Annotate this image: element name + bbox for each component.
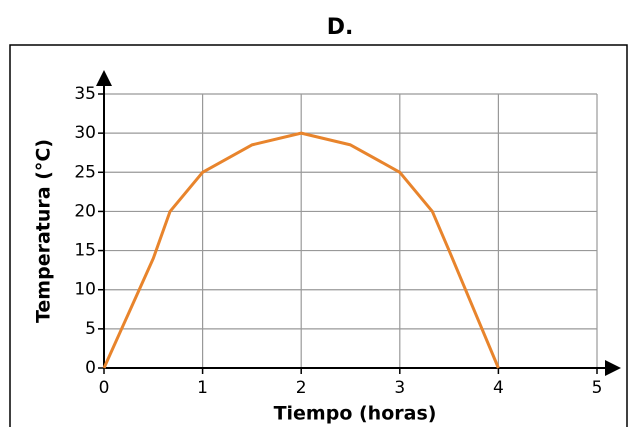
y-tick-label: 0 bbox=[85, 358, 96, 378]
x-tick-label: 5 bbox=[592, 378, 603, 398]
y-axis-label: Temperatura (°C) bbox=[33, 139, 55, 323]
y-tick-label: 30 bbox=[74, 123, 96, 143]
chart-title: D. bbox=[327, 15, 354, 40]
x-axis-label: Tiempo (horas) bbox=[274, 403, 437, 425]
y-tick-label: 10 bbox=[74, 280, 96, 300]
x-tick-label: 3 bbox=[394, 378, 405, 398]
y-axis-arrow bbox=[96, 70, 112, 86]
y-tick-label: 15 bbox=[74, 241, 96, 261]
x-tick-label: 2 bbox=[296, 378, 307, 398]
y-tick-label: 20 bbox=[74, 201, 96, 221]
x-tick-label: 1 bbox=[197, 378, 208, 398]
y-tick-label: 35 bbox=[74, 84, 96, 104]
y-tick-label: 5 bbox=[85, 319, 96, 339]
y-tick-label: 25 bbox=[74, 162, 96, 182]
x-tick-label: 0 bbox=[99, 378, 110, 398]
frame bbox=[9, 44, 628, 427]
x-tick-label: 4 bbox=[493, 378, 504, 398]
data-line bbox=[102, 131, 500, 369]
x-axis-arrow bbox=[605, 360, 621, 376]
